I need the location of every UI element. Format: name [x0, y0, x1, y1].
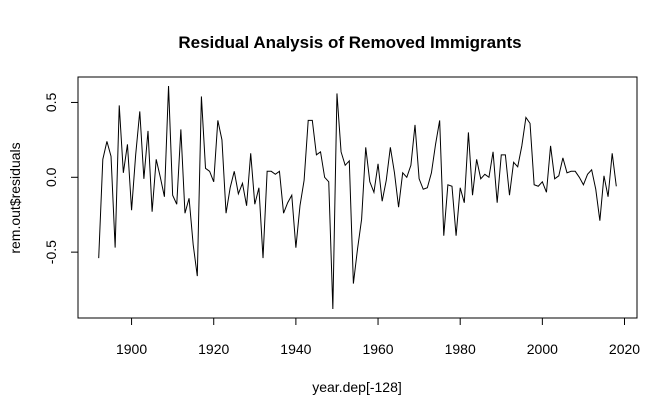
y-tick-label: -0.5 — [43, 240, 59, 264]
x-tick-label: 1920 — [198, 341, 229, 357]
x-tick-label: 2000 — [527, 341, 558, 357]
x-tick-label: 1940 — [280, 341, 311, 357]
x-tick-label: 2020 — [609, 341, 640, 357]
y-tick-label: 0.0 — [43, 167, 59, 187]
residual-line — [98, 85, 617, 310]
chart-title: Residual Analysis of Removed Immigrants — [178, 33, 521, 52]
plot-box — [77, 76, 638, 319]
x-axis-label: year.dep[-128] — [312, 379, 402, 395]
y-axis-label: rem.out$residuals — [7, 142, 23, 253]
y-tick-label: 0.5 — [43, 93, 59, 113]
x-tick-label: 1960 — [362, 341, 393, 357]
x-tick-label: 1900 — [116, 341, 147, 357]
x-tick-label: 1980 — [445, 341, 476, 357]
